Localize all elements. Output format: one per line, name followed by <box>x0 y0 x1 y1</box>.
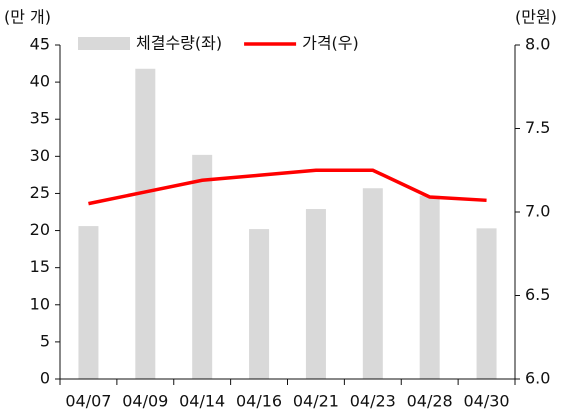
y2-tick-label: 6.5 <box>525 285 550 304</box>
y-axis-title: (만 개) <box>4 8 51 27</box>
x-tick-label: 04/14 <box>179 392 225 411</box>
y-tick-label: 35 <box>30 109 50 128</box>
y2-tick-label: 8.0 <box>525 35 550 54</box>
bar <box>78 226 99 379</box>
x-tick-label: 04/09 <box>122 392 168 411</box>
bar <box>362 188 383 379</box>
x-tick-label: 04/30 <box>464 392 510 411</box>
y2-tick-label: 7.0 <box>525 202 550 221</box>
legend-label: 가격(우) <box>302 34 359 53</box>
y2-tick-label: 6.0 <box>525 369 550 388</box>
bar <box>249 229 270 379</box>
x-tick-label: 04/23 <box>350 392 396 411</box>
y-tick-label: 40 <box>30 72 50 91</box>
y-tick-label: 20 <box>30 220 50 239</box>
bar <box>135 68 156 380</box>
bar <box>305 209 326 379</box>
x-tick-label: 04/16 <box>236 392 282 411</box>
bar <box>476 228 497 379</box>
y-tick-label: 30 <box>30 146 50 165</box>
price-line <box>88 168 487 206</box>
x-tick-label: 04/21 <box>293 392 339 411</box>
legend-swatch <box>78 37 130 50</box>
legend-label: 체결수량(좌) <box>136 34 222 53</box>
y-tick-label: 45 <box>30 35 50 54</box>
y-tick-label: 15 <box>30 257 50 276</box>
y-tick-label: 10 <box>30 294 50 313</box>
x-tick-label: 04/28 <box>407 392 453 411</box>
y2-axis-title: (만원) <box>515 8 557 27</box>
bar <box>192 154 213 379</box>
y-tick-label: 0 <box>40 369 50 388</box>
y-tick-label: 5 <box>40 331 50 350</box>
y-tick-label: 25 <box>30 183 50 202</box>
bar <box>419 195 440 379</box>
y2-tick-label: 7.5 <box>525 118 550 137</box>
x-tick-label: 04/07 <box>65 392 111 411</box>
